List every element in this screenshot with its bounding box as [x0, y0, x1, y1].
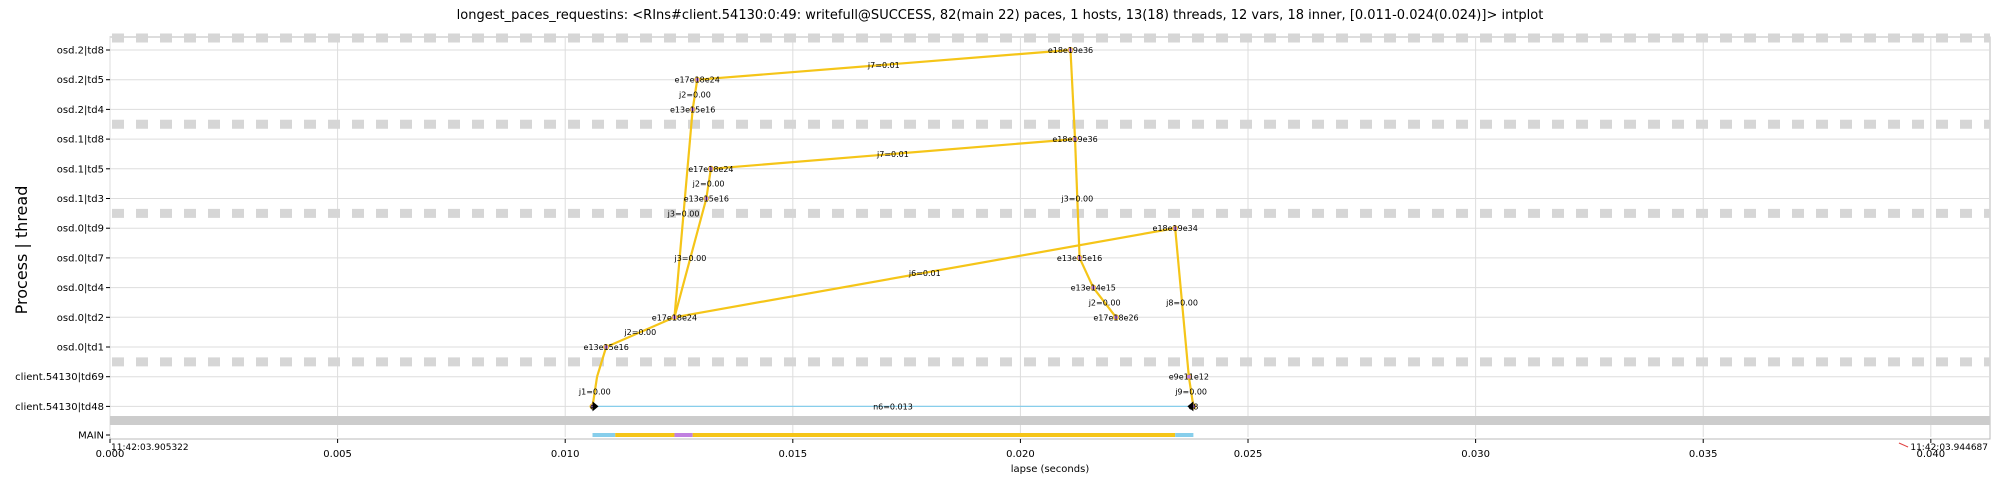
edge-line	[705, 168, 712, 199]
edge-label: n6=0.013	[873, 402, 913, 411]
node-marker	[1113, 314, 1120, 321]
edge-label: j6=0.01	[908, 269, 941, 278]
node-label: e17e18e26	[1093, 313, 1138, 322]
node-marker	[694, 76, 701, 83]
y-tick-label: osd.2|td8	[57, 46, 104, 57]
y-tick-label: osd.1|td3	[57, 194, 104, 205]
edge-label: j7=0.01	[876, 150, 909, 159]
y-tick-label: osd.0|td7	[57, 253, 104, 264]
node-label: e18e19e36	[1048, 46, 1093, 55]
edge-line	[596, 346, 608, 378]
x-tick-label: 0.040	[1917, 449, 1946, 460]
y-tick-label: MAIN	[78, 431, 104, 442]
node-marker	[603, 344, 610, 350]
node-label: e9e11e12	[1169, 373, 1209, 382]
edge-line	[691, 79, 699, 110]
x-tick-label: 0.015	[778, 449, 807, 460]
edge-line	[1069, 49, 1077, 140]
node-marker	[1067, 47, 1074, 53]
edge-label: j9=0.00	[1174, 388, 1207, 397]
y-tick-label: osd.0|td4	[57, 283, 104, 294]
main-segment	[592, 433, 616, 437]
edge-label: j3=0.00	[667, 209, 700, 218]
end-marker	[1898, 442, 1909, 448]
y-tick-label: osd.1|td8	[57, 135, 104, 146]
main-segment	[615, 433, 675, 437]
edge-label: j7=0.01	[867, 61, 900, 70]
y-tick-label: osd.0|td2	[57, 313, 104, 324]
edge-line	[1187, 376, 1195, 407]
x-tick-label: 0.020	[1006, 449, 1035, 460]
end-arrow-marker	[1187, 401, 1194, 412]
node-label: e17e18e24	[675, 76, 720, 85]
x-tick-label: 0.030	[1461, 449, 1490, 460]
x-axis-label: lapse (seconds)	[1011, 464, 1090, 475]
edge-label: j2=0.00	[623, 328, 656, 337]
node-label: e13e15e16	[670, 105, 715, 114]
y-axis-label: Process | thread	[12, 186, 31, 315]
edge-line	[1073, 139, 1081, 258]
main-segment	[674, 433, 693, 437]
node-label: e13e15e16	[1057, 254, 1102, 263]
edge-label: j8=0.00	[1165, 298, 1198, 307]
end-time-label: 11:42:03.944687	[1910, 443, 1988, 453]
x-tick-label: 0.035	[1689, 449, 1718, 460]
node-label: e17e18e24	[688, 165, 733, 174]
node-marker	[1090, 284, 1097, 291]
edge-line	[1092, 286, 1117, 318]
y-tick-label: osd.1|td5	[57, 164, 104, 175]
node-label: e13e15e16	[584, 343, 629, 352]
node-label: e13e15e16	[684, 195, 729, 204]
node-label: e18e19e34	[1153, 224, 1198, 233]
main-separator-band	[110, 416, 1990, 425]
y-tick-label: osd.0|td1	[57, 343, 104, 354]
edge-line	[591, 376, 599, 407]
node-label: e17e18e24	[652, 313, 697, 322]
x-tick-label: 0.005	[323, 449, 352, 460]
x-tick-label: 0.025	[1234, 449, 1263, 460]
edge-line	[673, 198, 708, 318]
node-marker	[1072, 136, 1079, 143]
main-segment	[1175, 433, 1194, 437]
edge-line	[697, 48, 1071, 81]
start-arrow-marker	[592, 401, 599, 412]
node-marker	[1172, 225, 1179, 232]
edge-label: j3=0.00	[1060, 195, 1093, 204]
y-tick-label: osd.0|td9	[57, 224, 104, 235]
chart-title: longest_paces_requestins: <RIns#client.5…	[457, 8, 1544, 23]
edge-line	[674, 227, 1176, 319]
x-tick-label: 0.010	[551, 449, 580, 460]
plot-frame	[109, 36, 1991, 440]
edge-line	[605, 316, 675, 349]
node-label: e13e14e15	[1071, 284, 1116, 293]
edge-label: j3=0.00	[673, 254, 706, 263]
node-label: e18e19e36	[1052, 135, 1097, 144]
edge-label: j2=0.00	[1088, 298, 1121, 307]
y-tick-label: client.54130|td48	[15, 402, 104, 413]
y-tick-label: client.54130|td69	[15, 372, 104, 383]
edge-label: j2=0.00	[692, 180, 725, 189]
node-marker	[703, 195, 710, 202]
y-tick-label: osd.2|td4	[57, 105, 104, 116]
edge-label: j2=0.00	[678, 91, 711, 100]
edge-line	[673, 109, 694, 318]
edge-line	[1078, 257, 1095, 289]
node-marker	[689, 106, 696, 113]
node-marker	[707, 165, 714, 172]
edge-line	[710, 138, 1076, 170]
main-segment	[692, 433, 1176, 437]
edge-line	[1174, 228, 1190, 377]
edge-label: j1=0.00	[578, 388, 611, 397]
node-marker	[1185, 373, 1192, 380]
node-marker	[1076, 254, 1083, 261]
x-tick-label: 0.000	[96, 449, 125, 460]
start-time-label: 11:42:03.905322	[111, 443, 189, 453]
node-marker	[671, 314, 678, 321]
y-tick-label: osd.2|td5	[57, 75, 104, 86]
